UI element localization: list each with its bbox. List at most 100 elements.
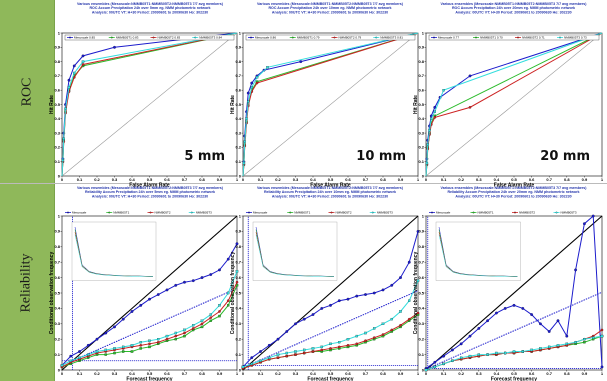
y-tick-label: 0.9 — [418, 45, 424, 50]
series-point — [556, 344, 560, 347]
x-tick-label: 0.2 — [275, 177, 281, 182]
legend-marker — [291, 36, 294, 39]
x-tick-label: 0.2 — [94, 177, 100, 182]
series-point — [329, 342, 332, 346]
series-point — [574, 341, 577, 344]
series-point — [399, 276, 402, 280]
series-point — [495, 351, 498, 355]
x-tick-label: 0.1 — [258, 371, 264, 376]
chart-title-line: Various ensembles (Mesoscale:NMMB05T1:NM… — [77, 186, 224, 190]
y-tick-label: 0.2 — [54, 145, 60, 150]
series-point — [574, 268, 577, 272]
x-tick-label: 0.1 — [77, 177, 83, 182]
y-tick-label: 0.5 — [235, 290, 241, 295]
series-point — [218, 310, 221, 313]
series-point — [148, 342, 151, 346]
x-tick-label: 0.1 — [258, 177, 264, 182]
legend-label: Mesoscale 0.77 — [438, 36, 459, 40]
series-point — [266, 66, 269, 69]
inset-series-line — [438, 234, 518, 277]
series-point — [477, 353, 481, 356]
x-tick-label: 0.6 — [529, 177, 535, 182]
chart-title-line: Various ensembles (Mesoscale:NMMB05T1:NM… — [441, 2, 588, 6]
legend-label: Mesoscale — [436, 211, 451, 215]
series-point — [209, 273, 213, 276]
legend-marker — [514, 211, 516, 214]
x-axis-label: False Alarm Rate — [310, 183, 351, 189]
series-point — [276, 356, 280, 359]
series-point — [600, 334, 604, 338]
roc-row-sidebar: ROC — [0, 0, 55, 183]
series-point — [209, 316, 213, 319]
series-point — [302, 351, 306, 355]
series-point — [235, 270, 239, 273]
x-tick-label: 0.9 — [398, 371, 404, 376]
no-skill-diagonal — [425, 32, 603, 177]
series-point — [433, 110, 437, 113]
reliability-legend: Mesoscale NMMB05T1 NMMB05T2 NMMB05T3 — [246, 211, 393, 215]
y-tick-label: 1 — [58, 30, 61, 35]
series-point — [227, 291, 230, 295]
legend-box — [428, 34, 600, 41]
series-point — [209, 319, 212, 322]
y-tick-label: 0.9 — [235, 229, 241, 234]
series-point — [235, 242, 239, 246]
y-tick-label: 0.7 — [235, 260, 241, 265]
x-tick-label: 0.8 — [564, 371, 570, 376]
series-point — [285, 330, 289, 333]
y-tick-label: 0.5 — [54, 290, 60, 295]
x-tick-label: 0.7 — [363, 177, 369, 182]
series-point — [139, 344, 143, 347]
series-point — [200, 276, 204, 280]
x-tick-label: 0.9 — [582, 177, 588, 182]
series-point — [139, 341, 142, 344]
legend-marker — [517, 36, 519, 39]
legend-label: Mesoscale — [253, 211, 268, 215]
x-axis-label: False Alarm Rate — [494, 183, 535, 189]
y-tick-label: 1 — [58, 213, 61, 218]
x-tick-label: 0.5 — [511, 177, 517, 182]
no-skill-line — [248, 290, 419, 366]
y-tick-label: 0.1 — [235, 352, 241, 357]
x-tick-label: 1 — [417, 371, 420, 376]
series-point — [250, 356, 254, 360]
series-point — [294, 353, 297, 356]
legend-label: NMMB05T1 0.83 — [116, 36, 139, 40]
y-tick-label: 0.8 — [418, 59, 424, 64]
series-point — [81, 60, 85, 63]
y-axis-label: Conditional observation frequency — [413, 252, 419, 335]
series-point — [539, 322, 542, 326]
series-point — [183, 331, 186, 335]
series-point — [600, 328, 604, 332]
legend-label: NMMB05T2 0.79 — [339, 36, 362, 40]
series-point — [156, 293, 160, 296]
series-point — [424, 368, 428, 372]
series-point — [504, 351, 507, 355]
reliability-chart-2: Various ensembles (Mesoscale:NMMB05T1:NM… — [230, 186, 420, 381]
y-tick-label: 1 — [239, 213, 242, 218]
series-point — [430, 117, 433, 120]
series-point — [556, 319, 560, 323]
no-skill-diagonal — [242, 32, 419, 177]
x-tick-label: 0 — [61, 371, 64, 376]
series-point — [67, 78, 71, 82]
y-tick-label: 0.5 — [418, 102, 424, 107]
series-point — [338, 341, 341, 344]
chart-title-line: Various ensembles (Mesoscale:NMMB05T1:NM… — [77, 2, 224, 6]
x-tick-label: 0.6 — [164, 177, 170, 182]
x-tick-label: 0.8 — [380, 371, 386, 376]
series-point — [329, 347, 332, 350]
series-point — [200, 322, 204, 326]
roc-chart-3: Various ensembles (Mesoscale:NMMB05T1:NM… — [413, 2, 604, 189]
x-tick-label: 0.9 — [217, 371, 223, 376]
y-tick-label: 0.6 — [54, 88, 60, 93]
series-point — [486, 353, 489, 356]
series-point — [346, 338, 350, 341]
series-point — [428, 129, 431, 132]
series-line-NMMB05T3 — [425, 32, 603, 177]
legend-label: NMMB05T3 — [377, 211, 393, 215]
series-point — [255, 81, 259, 85]
series-point — [148, 339, 151, 342]
y-tick-label: 0.7 — [418, 260, 424, 265]
x-tick-label: 0.3 — [112, 177, 118, 182]
